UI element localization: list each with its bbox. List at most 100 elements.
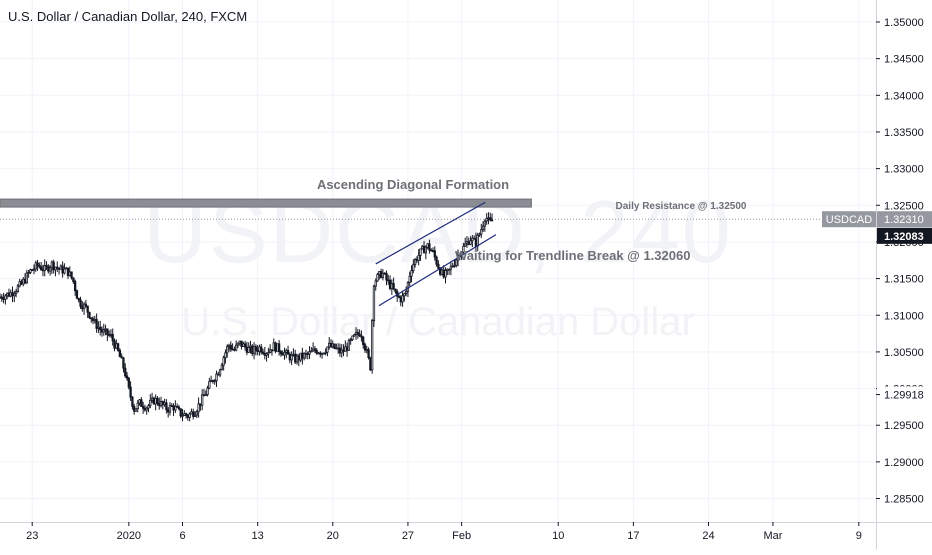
candle-down [73,281,77,292]
candle-up [247,346,250,353]
candle-up [417,255,420,261]
candle-down [141,406,145,409]
candle-down [263,352,266,356]
candle-down [363,344,367,351]
candle-down [329,342,333,348]
candle-up [224,352,227,359]
candle-up [471,237,474,242]
candle-down [319,352,322,355]
resistance-zone [0,198,876,220]
candle-down [23,278,27,284]
candle-down [245,346,249,353]
candle-up [159,401,163,407]
candle-up [299,352,302,361]
candle-down [77,297,80,301]
candle-up [290,354,293,361]
x-tick-label: 20 [327,530,339,542]
candle-series [0,212,494,422]
candle-up [353,334,356,337]
candle-down [179,408,182,417]
candle-up [150,397,154,401]
price-badge [877,227,932,244]
candle-up [483,220,487,227]
price-badge-value: 1.32083 [884,231,924,243]
candle-down [120,356,123,359]
candle-down [231,348,234,351]
candle-up [485,218,488,222]
candle-up [163,402,166,406]
candle-up [295,355,299,363]
candle-up [222,357,225,366]
candle-up [376,273,379,282]
candle-down [124,367,127,377]
candle-down [301,352,304,359]
candle-up [413,259,417,266]
candle-up [276,343,279,352]
candle-up [136,402,139,410]
candle-down [428,243,431,251]
trendlines [375,201,497,307]
candle-up [310,350,313,353]
y-tick-label: 1.34000 [884,90,924,102]
candle-down [260,346,263,353]
candle-up [25,272,28,284]
candle-down [167,409,170,413]
candle-down [131,396,134,407]
candle-up [50,261,54,269]
candle-up [335,347,338,350]
candle-down [274,342,277,352]
candle-up [354,332,358,336]
candle-up [145,407,148,411]
candle-up [476,234,479,247]
candle-up [59,265,62,270]
candle-up [331,343,334,348]
candle-down [0,296,3,299]
candle-up [190,411,193,415]
candle-up [183,413,186,416]
candle-up [218,369,222,376]
candle-up [9,292,12,297]
x-tick-label: 2020 [117,530,141,542]
candle-up [344,346,347,352]
candle-down [125,375,129,379]
candle-up [465,241,469,245]
candle-down [156,397,159,404]
candle-down [489,217,492,221]
candle-down [192,411,195,417]
candle-down [38,265,41,268]
candle-down [172,405,175,411]
candle-up [209,379,213,383]
candle-down [152,397,156,405]
candle-down [0,296,2,299]
candle-up [249,345,252,348]
candle-up [326,346,329,353]
candle-down [433,250,436,258]
resistance-label: Daily Resistance @ 1.32500 [616,201,747,212]
candle-up [227,344,231,347]
candle-down [294,353,297,363]
candle-up [82,303,86,310]
candle-down [467,241,470,245]
candle-down [277,343,281,352]
candle-down [66,267,70,276]
candle-up [481,225,485,231]
candle-down [36,262,39,266]
candle-up [351,335,354,341]
candle-down [356,332,359,335]
candle-up [215,373,218,382]
candle-down [56,266,59,269]
x-tick-label: 27 [402,530,414,542]
candle-up [206,387,209,395]
candle-up [188,413,191,418]
candle-down [256,349,259,352]
candle-up [267,352,270,355]
candle-up [308,351,311,355]
candle-down [177,406,181,410]
price-badge [877,211,932,228]
candle-up [447,268,451,271]
candle-up [220,364,224,371]
candle-down [385,272,388,281]
y-tick-label: 1.35000 [884,17,924,29]
lower-trendline [378,234,497,307]
